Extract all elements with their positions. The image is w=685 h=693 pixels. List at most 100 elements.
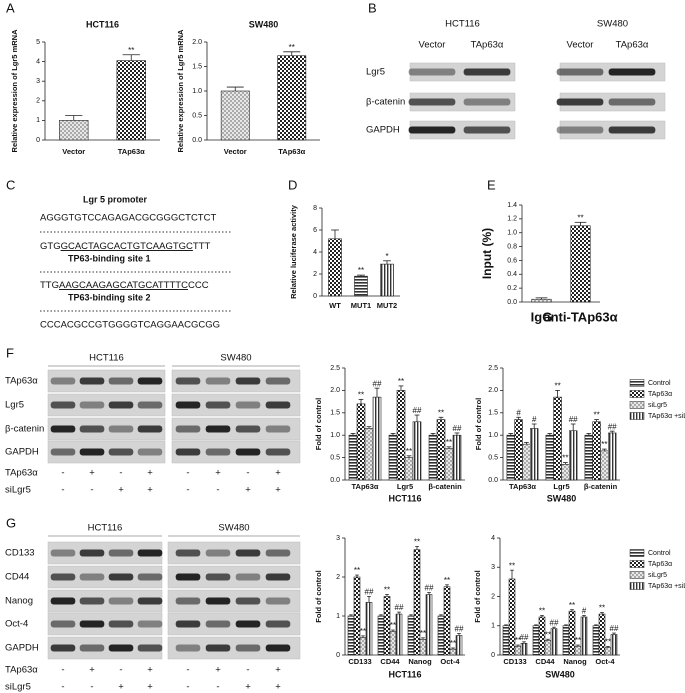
blot-band [50,644,76,652]
blot-strip [167,565,301,589]
x-tick-label: CD133 [503,657,526,666]
significance: ** [358,266,364,275]
blot-band [608,68,656,76]
bar [514,419,523,481]
promoter-title: Lgr 5 promoter [83,194,148,204]
significance: ** [599,604,605,613]
y-tick-label: 0.5 [330,454,340,461]
treatment-label: TAp63α [5,665,38,676]
legend-swatch [629,401,645,409]
x-tick-label: IgG [531,309,553,324]
sequence: AGGGTGTCCAGAGACGCGGGCTCTCT [40,213,216,224]
blot-group-label: HCT116 [88,523,123,534]
x-tick-label: TAp63α [509,482,536,491]
significance: ## [550,618,559,627]
chart-title: HCT116 [388,493,421,503]
bar [365,602,373,656]
x-tick-label: CD44 [535,657,555,666]
blot-row-label: GAPDH [366,125,400,136]
legend-swatch [629,560,645,568]
blot-band [265,448,291,456]
y-axis-label: Fold of control [474,398,483,451]
y-tick-label: 1 [336,613,340,620]
blot-row-label: Lgr5 [5,400,24,411]
blot-band [205,448,231,456]
significance: ** [446,438,452,447]
blot-band [265,620,291,628]
blot-strip [409,62,516,82]
bar [600,450,609,481]
chart-title: SW480 [545,669,575,679]
treatment-sign: - [186,468,189,479]
x-tick-label: Lgr5 [553,482,569,491]
bar [59,120,89,141]
blot-band [175,597,201,605]
significance: # [516,408,521,417]
bar [452,434,462,481]
lane-label: TAp63α [471,40,504,51]
significance: ## [520,633,529,642]
y-tick-label: 0.0 [330,477,340,484]
blot-band [408,126,456,134]
bar [562,625,570,656]
significance: ## [453,424,462,433]
treatment-sign: - [119,665,122,676]
blot-band [205,377,231,385]
blot-band [235,549,261,557]
blot-row-label: GAPDH [5,643,39,654]
treatment-sign: + [118,682,124,693]
bar [592,421,601,481]
blot-strip [167,589,301,613]
bar [561,464,570,481]
blot-band [175,448,201,456]
blot-band [79,597,105,605]
x-tick-label: anti-TAp63α [543,309,617,324]
blot-band [108,597,134,605]
treatment-sign: + [275,682,281,693]
y-tick-label: 0.8 [507,243,517,250]
bar [437,615,445,656]
blot-band [108,425,134,433]
panel-letter: G [6,515,16,530]
treatment-sign: - [216,485,219,496]
y-tick-label: 4 [36,58,40,65]
treatment-sign: + [118,485,124,496]
treatment-sign: + [215,468,221,479]
bar [570,225,591,303]
significance: ** [354,566,360,575]
blot-band [50,377,76,385]
blot-strip [47,393,166,417]
significance: ** [289,43,295,52]
blot-band [175,644,201,652]
blot-band [265,377,291,385]
treatment-sign: + [147,665,153,676]
legend-label: Control [648,550,671,557]
y-tick-label: 0.2 [507,285,517,292]
panel-letter: E [487,177,496,192]
bar [419,639,427,656]
y-tick-label: 1.0 [330,432,340,439]
blot-band [79,549,105,557]
treatment-sign: + [245,682,251,693]
significance: ** [128,46,134,55]
significance: ## [455,625,464,634]
blot-band [205,549,231,557]
y-tick-label: 0 [36,137,40,144]
treatment-sign: - [90,682,93,693]
panel-letter: B [368,0,377,15]
bar [553,396,562,481]
legend-label: TAp63α [648,391,672,398]
blot-band [108,549,134,557]
bar [449,648,457,656]
blot-band [265,549,291,557]
blot-row-label: CD44 [5,572,29,583]
bar [532,625,540,656]
lane-label: Vector [567,40,594,51]
y-tick-label: 0 [491,652,495,659]
x-tick-label: Nanog [563,657,587,666]
blot-band [608,98,656,106]
blot-band [235,620,261,628]
significance: ** [515,636,521,645]
promoter: Lgr 5 promoter AGGGTGTCCAGAGACGCGGGCTCTC… [40,194,232,331]
